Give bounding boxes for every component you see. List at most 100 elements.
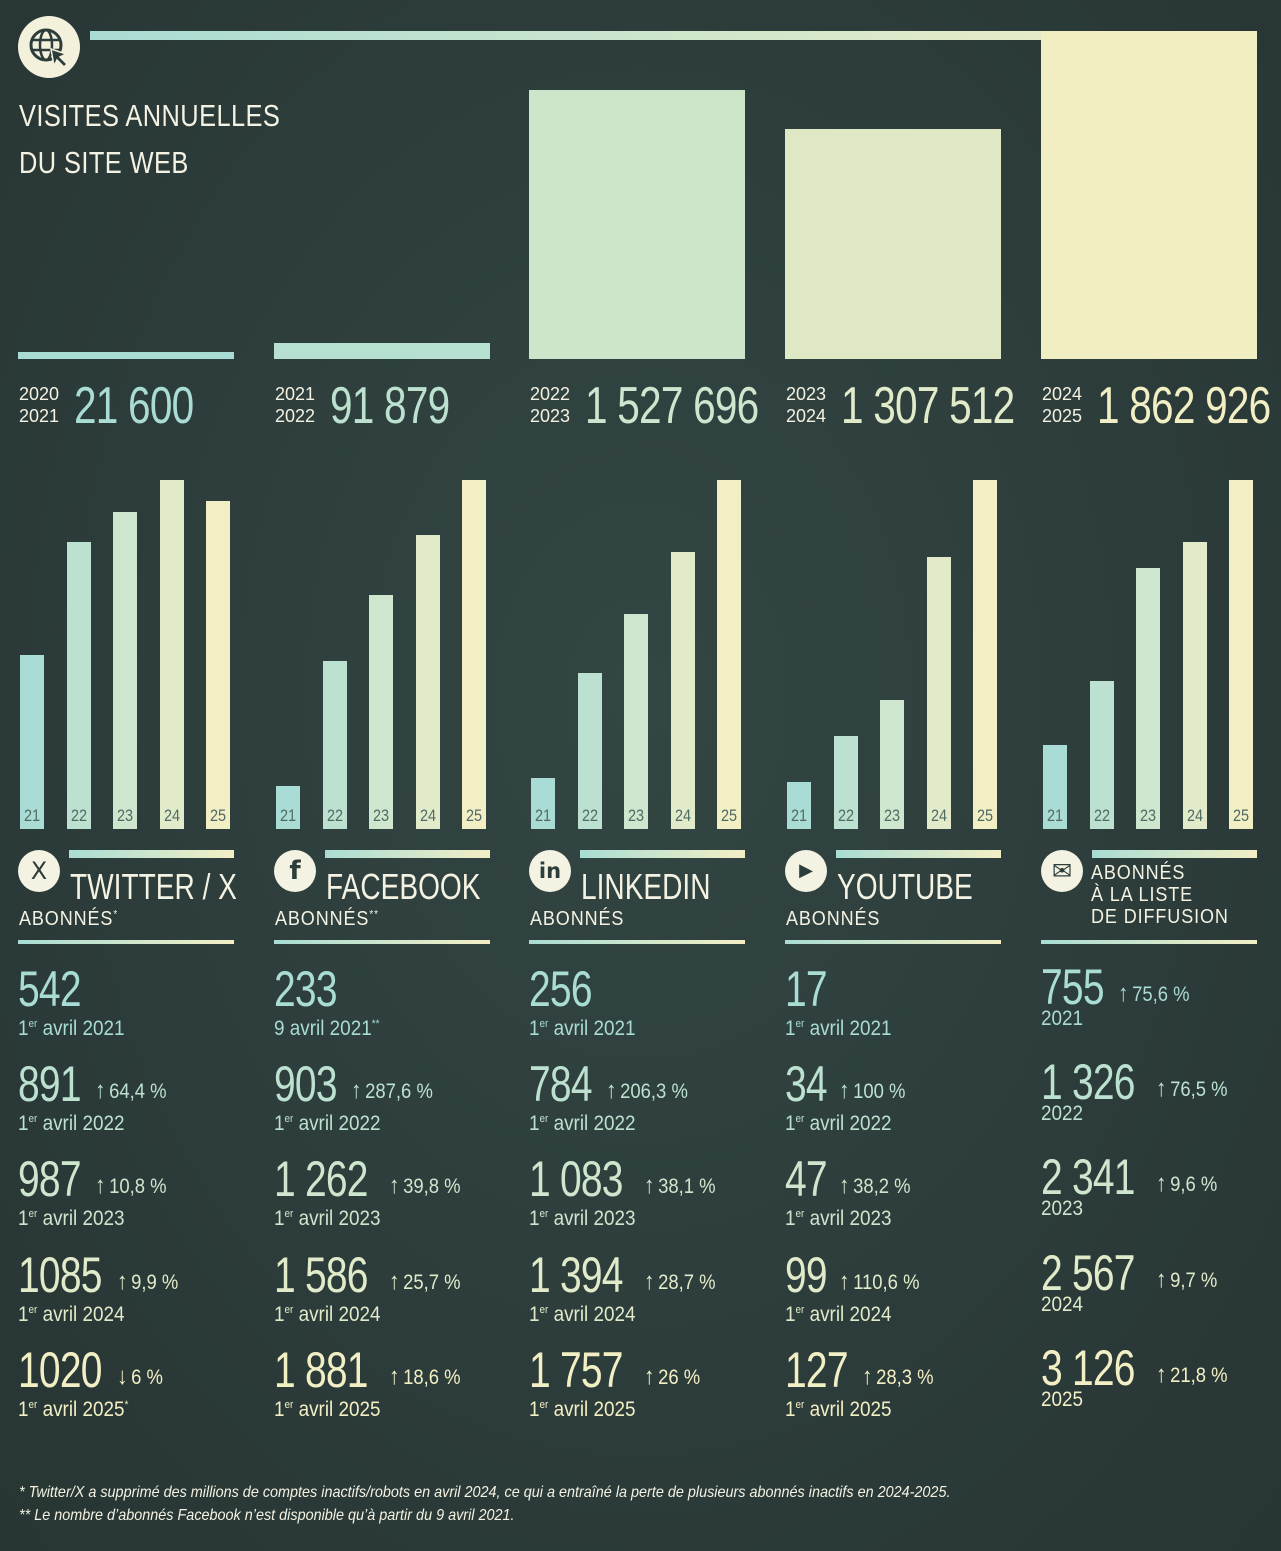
- subscriber-count: 1 394: [529, 1247, 623, 1303]
- growth-percentage: ↑ 75,6 %: [1118, 981, 1190, 1008]
- subscriber-bar: [880, 700, 904, 829]
- panel-top-rule: [580, 850, 745, 858]
- subscriber-count: 47: [785, 1151, 828, 1207]
- subscriber-bar: [206, 501, 230, 829]
- arrow-up-icon: ↑: [95, 1172, 106, 1199]
- panel-subtitle-text: ABONNÉS: [275, 908, 370, 930]
- subscriber-bar: [66, 542, 91, 829]
- growth-percentage: ↑ 21,8 %: [1156, 1362, 1228, 1389]
- subscriber-bar: [577, 673, 602, 829]
- subscriber-date: 1er avril 2022: [785, 1107, 892, 1136]
- growth-percentage-text: 9,6 %: [1170, 1173, 1218, 1196]
- growth-percentage-text: 21,8 %: [1170, 1364, 1228, 1387]
- panel-bottom-rule: [274, 940, 490, 944]
- growth-percentage: ↑ 26 %: [644, 1364, 700, 1391]
- growth-percentage: ↑ 100 %: [839, 1078, 905, 1105]
- visits-year-end: 2024: [786, 406, 827, 426]
- subscriber-bar: [1136, 568, 1160, 829]
- subscriber-bar-year-label: 24: [1186, 806, 1203, 825]
- panel-top-rule: [1092, 850, 1257, 858]
- subscriber-count: 784: [529, 1056, 593, 1112]
- subscriber-bar: [113, 512, 137, 829]
- subscriber-count: 3 126: [1041, 1340, 1135, 1396]
- panel-top-rule: [325, 850, 490, 858]
- subscriber-date: 1er avril 2024: [529, 1298, 636, 1327]
- visits-value-label: 1 527 696: [585, 377, 759, 435]
- subscriber-count: 256: [529, 961, 593, 1017]
- visits-year-label: 2024 2025: [1042, 383, 1082, 427]
- arrow-up-icon: ↑: [117, 1268, 128, 1295]
- date-text-rest: avril 2023: [548, 1207, 636, 1230]
- subscriber-bar: [20, 655, 44, 829]
- panel-subtitle-text: ABONNÉS: [786, 908, 881, 930]
- growth-percentage: ↑ 28,3 %: [862, 1364, 934, 1391]
- growth-percentage-text: 9,7 %: [1170, 1269, 1218, 1292]
- arrow-up-icon: ↑: [644, 1268, 655, 1295]
- date-ordinal: er: [539, 1208, 549, 1220]
- panel-title: TWITTER / X: [70, 866, 237, 907]
- subscriber-date: 1er avril 2022: [18, 1107, 125, 1136]
- date-text: 1: [529, 1207, 540, 1230]
- growth-percentage: ↑ 76,5 %: [1156, 1076, 1228, 1103]
- growth-percentage-text: 6 %: [131, 1366, 163, 1389]
- panel-subtitle: ABONNÉS**: [275, 908, 379, 931]
- date-text: 1: [529, 1112, 540, 1135]
- subscriber-count: 99: [785, 1247, 828, 1303]
- panel-subtitle-text: ABONNÉS: [530, 908, 625, 930]
- subscriber-bar: [1229, 480, 1253, 829]
- date-ordinal: er: [28, 1399, 38, 1411]
- date-text-rest: avril 2024: [37, 1303, 125, 1326]
- growth-percentage: ↓ 6 %: [117, 1364, 163, 1391]
- visits-year-start: 2024: [1042, 384, 1083, 404]
- subscriber-bar-year-label: 24: [419, 806, 436, 825]
- growth-percentage: ↑ 28,7 %: [644, 1269, 716, 1296]
- date-ordinal: er: [795, 1113, 805, 1125]
- date-text-rest: avril 2021: [804, 1017, 892, 1040]
- date-ordinal: er: [539, 1304, 549, 1316]
- subscriber-date: 1er avril 2021: [18, 1012, 125, 1041]
- subscriber-bar-year-label: 21: [534, 806, 552, 825]
- facebook-logo-icon: f: [274, 850, 316, 892]
- subscriber-count: 903: [274, 1056, 338, 1112]
- visits-value-label: 1 307 512: [841, 377, 1015, 435]
- subscriber-date: 1er avril 2025: [785, 1393, 892, 1422]
- arrow-up-icon: ↑: [1156, 1266, 1167, 1293]
- subscriber-bar: [670, 552, 695, 829]
- date-text: 2024: [1041, 1293, 1084, 1316]
- subscriber-date: 1er avril 2023: [529, 1202, 636, 1231]
- growth-percentage: ↑ 9,6 %: [1156, 1171, 1217, 1198]
- date-text: 2022: [1041, 1102, 1084, 1125]
- subscriber-count: 891: [18, 1056, 82, 1112]
- date-text-rest: avril 2024: [548, 1303, 636, 1326]
- subscriber-count: 2 341: [1041, 1149, 1135, 1205]
- panel-bottom-rule: [1041, 940, 1257, 944]
- growth-percentage: ↑ 110,6 %: [839, 1269, 920, 1296]
- subscriber-bar: [276, 786, 300, 829]
- growth-percentage: ↑ 25,7 %: [389, 1269, 461, 1296]
- growth-percentage-text: 76,5 %: [1170, 1078, 1228, 1101]
- visits-year-label: 2021 2022: [275, 383, 315, 427]
- growth-percentage: ↑ 10,8 %: [95, 1173, 167, 1200]
- subscriber-count: 1 757: [529, 1342, 623, 1398]
- growth-percentage-text: 39,8 %: [403, 1175, 461, 1198]
- subscriber-date: 1er avril 2024: [18, 1298, 125, 1327]
- panel-title: ABONNÉS À LA LISTE DE DIFFUSION: [1091, 862, 1229, 928]
- visits-year-end: 2023: [530, 406, 571, 426]
- subscriber-date: 1er avril 2023: [18, 1202, 125, 1231]
- visits-year-start: 2021: [275, 384, 316, 404]
- date-text: 1: [18, 1207, 29, 1230]
- subscriber-bar-year-label: 24: [930, 806, 947, 825]
- growth-percentage: ↑ 287,6 %: [351, 1078, 433, 1105]
- date-text-rest: avril 2023: [804, 1207, 892, 1230]
- growth-percentage: ↑ 38,1 %: [644, 1173, 716, 1200]
- subscriber-bar-year-label: 23: [627, 806, 645, 825]
- panel-subtitle-text: ABONNÉS: [19, 908, 114, 930]
- growth-percentage-text: 110,6 %: [853, 1271, 920, 1294]
- visits-year-label: 2020 2021: [19, 383, 59, 427]
- date-text-rest: avril 2025: [804, 1398, 892, 1421]
- subscriber-count: 1 881: [274, 1342, 368, 1398]
- subscriber-date: 1er avril 2025: [274, 1393, 381, 1422]
- subscriber-count: 127: [785, 1342, 849, 1398]
- arrow-up-icon: ↑: [1156, 1170, 1167, 1197]
- growth-percentage: ↑ 39,8 %: [389, 1173, 461, 1200]
